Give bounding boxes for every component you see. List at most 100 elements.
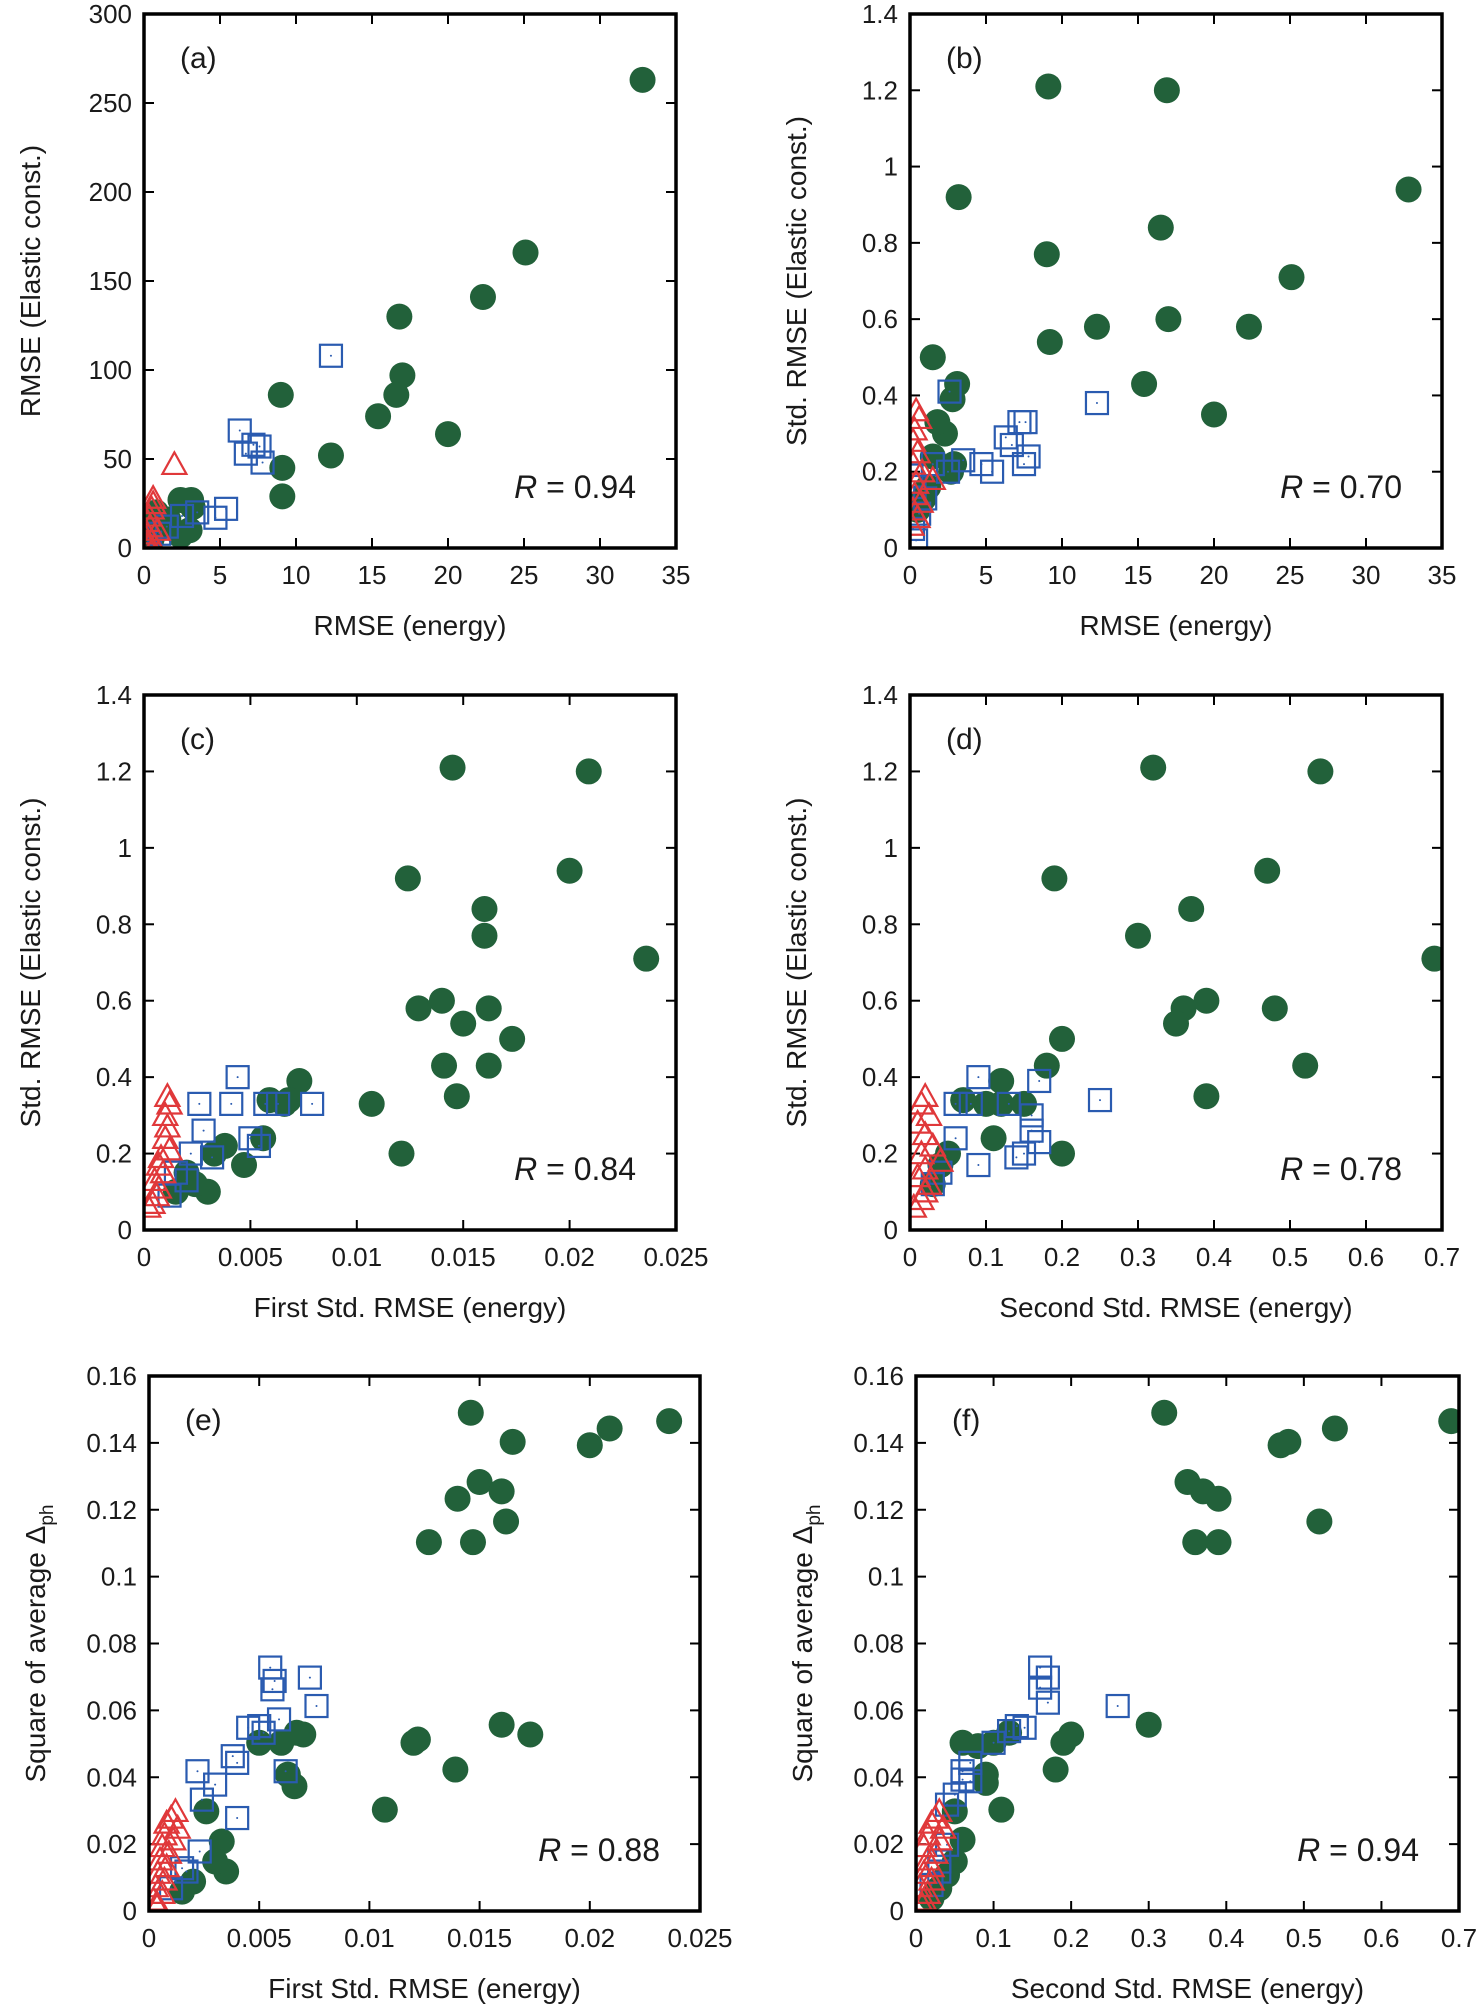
- data-point-circle: [656, 1408, 683, 1435]
- data-point-square-dot: [1015, 1725, 1018, 1728]
- data-point-square: [950, 1767, 975, 1792]
- red-triangle-series: [144, 1081, 184, 1218]
- data-point-triangle: [910, 480, 929, 506]
- data-point-square-dot: [198, 1102, 201, 1105]
- data-point-circle: [988, 1090, 1015, 1117]
- data-point-square: [203, 505, 228, 530]
- data-point-square-dot: [202, 1129, 205, 1132]
- y-tick-label: 0.12: [853, 1495, 904, 1525]
- data-point-square-dot: [954, 1102, 957, 1105]
- data-point-circle: [388, 1140, 415, 1167]
- data-point-square: [1012, 1715, 1037, 1740]
- panel-d: 0 0.1 0.2 0.3 0.4 0.5 0.6 0.7 0 0.2 0.4 0.6 0.8 1 1.2 1…: [781, 680, 1460, 1323]
- data-point-square: [191, 1118, 216, 1143]
- data-point-circle: [281, 1773, 308, 1800]
- data-point-circle: [405, 995, 432, 1022]
- x-tick-label: 20: [1200, 560, 1229, 590]
- data-point-square: [225, 1065, 250, 1090]
- data-point-circle: [1235, 313, 1262, 340]
- plot-frame: [908, 12, 1444, 550]
- y-tick-label: 0.8: [862, 228, 898, 258]
- y-tick-label: 1: [884, 152, 898, 182]
- data-point-square-dot: [1018, 421, 1021, 424]
- data-point-circle: [415, 1529, 442, 1556]
- data-point-triangle: [144, 530, 157, 548]
- data-point-circle: [428, 987, 455, 1014]
- x-tick-label: 30: [1352, 560, 1381, 590]
- correlation-label: R = 0.88: [538, 1832, 660, 1868]
- data-point-square-dot: [262, 1731, 265, 1734]
- data-point-circle: [256, 1087, 283, 1114]
- data-point-square: [1011, 451, 1037, 477]
- data-point-square: [187, 1839, 212, 1864]
- y-tick-label: 0: [118, 1215, 132, 1245]
- data-point-circle: [1147, 214, 1174, 241]
- data-point-square: [1013, 410, 1038, 435]
- data-point-circle: [1182, 1529, 1209, 1556]
- y-tick-label: 1: [884, 833, 898, 863]
- data-point-circle: [1125, 922, 1151, 949]
- data-point-square-dot: [198, 1850, 201, 1853]
- data-point-square: [220, 1744, 245, 1769]
- data-point-circle: [1035, 73, 1062, 100]
- x-tick-label: 0.025: [643, 1242, 708, 1272]
- data-point-square: [251, 1720, 276, 1745]
- correlation-label: R = 0.94: [514, 469, 636, 505]
- y-tick-label: 50: [103, 444, 132, 474]
- data-point-square-dot: [277, 1102, 280, 1105]
- data-point-circle: [493, 1508, 520, 1535]
- x-tick-label: 15: [1124, 560, 1153, 590]
- data-point-square-dot: [236, 1076, 239, 1079]
- data-point-triangle: [153, 1112, 182, 1138]
- data-point-circle: [1083, 313, 1110, 340]
- x-tick-label: 0.02: [544, 1242, 595, 1272]
- y-tick-label: 100: [89, 355, 132, 385]
- data-point-circle: [1321, 1415, 1348, 1442]
- y-axis-label: Square of average Δph: [787, 1504, 825, 1782]
- red-triangle-series: [910, 1081, 955, 1218]
- data-point-triangle: [152, 1808, 181, 1834]
- data-point-circle: [633, 945, 660, 972]
- y-tick-label: 0.08: [86, 1629, 137, 1659]
- data-point-square: [297, 1665, 322, 1690]
- data-point-square-dot: [244, 452, 247, 455]
- x-axis-label: First Std. RMSE (energy): [254, 1292, 567, 1323]
- x-tick-label: 0.7: [1424, 1242, 1460, 1272]
- data-point-circle: [988, 1067, 1015, 1094]
- data-point-square: [187, 1091, 212, 1116]
- x-tick-label: 0.2: [1044, 1242, 1080, 1272]
- data-point-square: [958, 1091, 983, 1116]
- x-axis-label: RMSE (energy): [1080, 610, 1273, 641]
- data-point-square: [958, 1769, 983, 1794]
- y-tick-label: 1.2: [862, 75, 898, 105]
- data-point-square: [1011, 1141, 1037, 1166]
- red-triangle-series: [144, 450, 189, 548]
- data-point-circle: [1278, 264, 1305, 291]
- data-point-square: [1016, 444, 1041, 469]
- data-point-square-dot: [1004, 436, 1007, 439]
- data-point-square-dot: [1007, 1102, 1010, 1105]
- y-tick-label: 0.06: [86, 1695, 137, 1725]
- data-point-circle: [1049, 1025, 1075, 1052]
- data-point-square-dot: [1008, 1730, 1011, 1733]
- data-point-square-dot: [1023, 1726, 1026, 1729]
- x-tick-label: 0.015: [431, 1242, 496, 1272]
- y-axis-label: Std. RMSE (Elastic const.): [15, 798, 46, 1128]
- data-point-square: [1105, 1693, 1130, 1719]
- y-tick-label: 0.6: [862, 304, 898, 334]
- data-point-square-dot: [231, 1755, 234, 1758]
- data-point-circle: [1131, 370, 1158, 397]
- data-point-circle: [394, 865, 421, 892]
- data-point-square-dot: [961, 1778, 964, 1781]
- data-point-square: [318, 343, 344, 368]
- y-tick-label: 0.6: [96, 986, 132, 1016]
- data-point-square-dot: [181, 514, 183, 517]
- data-point-square: [993, 425, 1018, 450]
- data-point-square-dot: [269, 1666, 272, 1669]
- y-tick-label: 0.8: [96, 909, 132, 939]
- data-point-circle: [945, 184, 972, 211]
- data-point-square: [189, 1787, 214, 1812]
- y-tick-label: 1.2: [862, 756, 898, 786]
- data-point-circle: [475, 1052, 502, 1079]
- data-point-circle: [1421, 945, 1442, 972]
